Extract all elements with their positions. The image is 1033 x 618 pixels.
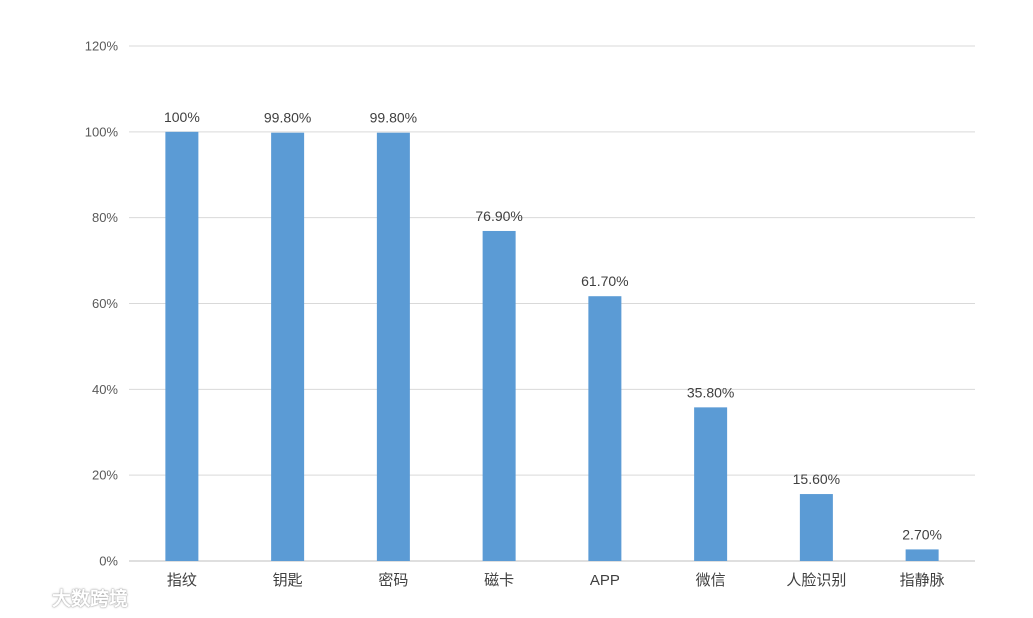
bar (376, 132, 410, 562)
data-label: 76.90% (475, 208, 522, 224)
y-tick-label: 20% (92, 468, 118, 483)
bar (271, 132, 305, 562)
data-label: 100% (164, 109, 200, 125)
data-label: 2.70% (902, 526, 942, 542)
bar (694, 407, 728, 561)
category-label: 磁卡 (484, 572, 514, 589)
category-label: 钥匙 (273, 572, 303, 589)
y-axis-ticks: 0% 20% 40% 60% 80% 100% 120% (85, 39, 119, 569)
data-label: 99.80% (370, 110, 417, 126)
watermark-text: 大数跨境 (52, 589, 129, 610)
category-label: 密码 (378, 572, 408, 589)
bar (799, 494, 833, 561)
category-label: APP (590, 572, 620, 589)
category-label: 微信 (696, 572, 726, 589)
y-tick-label: 0% (99, 554, 118, 569)
bar (165, 131, 199, 562)
y-tick-label: 100% (85, 124, 119, 139)
x-axis-categories: 指纹 钥匙 密码 磁卡 APP 微信 人脸识别 指静脉 (167, 572, 945, 589)
category-label: 指纹 (167, 572, 197, 589)
y-tick-label: 80% (92, 210, 118, 225)
data-label: 15.60% (793, 471, 840, 487)
y-tick-label: 120% (85, 39, 119, 54)
bars (165, 131, 939, 562)
watermark-logo-icon (10, 589, 48, 605)
gridlines (129, 45, 975, 562)
bar (482, 230, 516, 562)
y-tick-label: 40% (92, 382, 118, 397)
category-label: 指静脉 (900, 572, 945, 589)
y-tick-label: 60% (92, 296, 118, 311)
data-label: 35.80% (687, 384, 734, 400)
bar (588, 296, 622, 561)
watermark: 大数跨境 (8, 584, 128, 611)
data-labels: 100% 99.80% 99.80% 76.90% 61.70% 35.80% 15.60%… (164, 109, 942, 543)
bar (905, 549, 939, 561)
data-label: 61.70% (581, 273, 628, 289)
category-label: 人脸识别 (786, 572, 846, 589)
data-label: 99.80% (264, 110, 311, 126)
